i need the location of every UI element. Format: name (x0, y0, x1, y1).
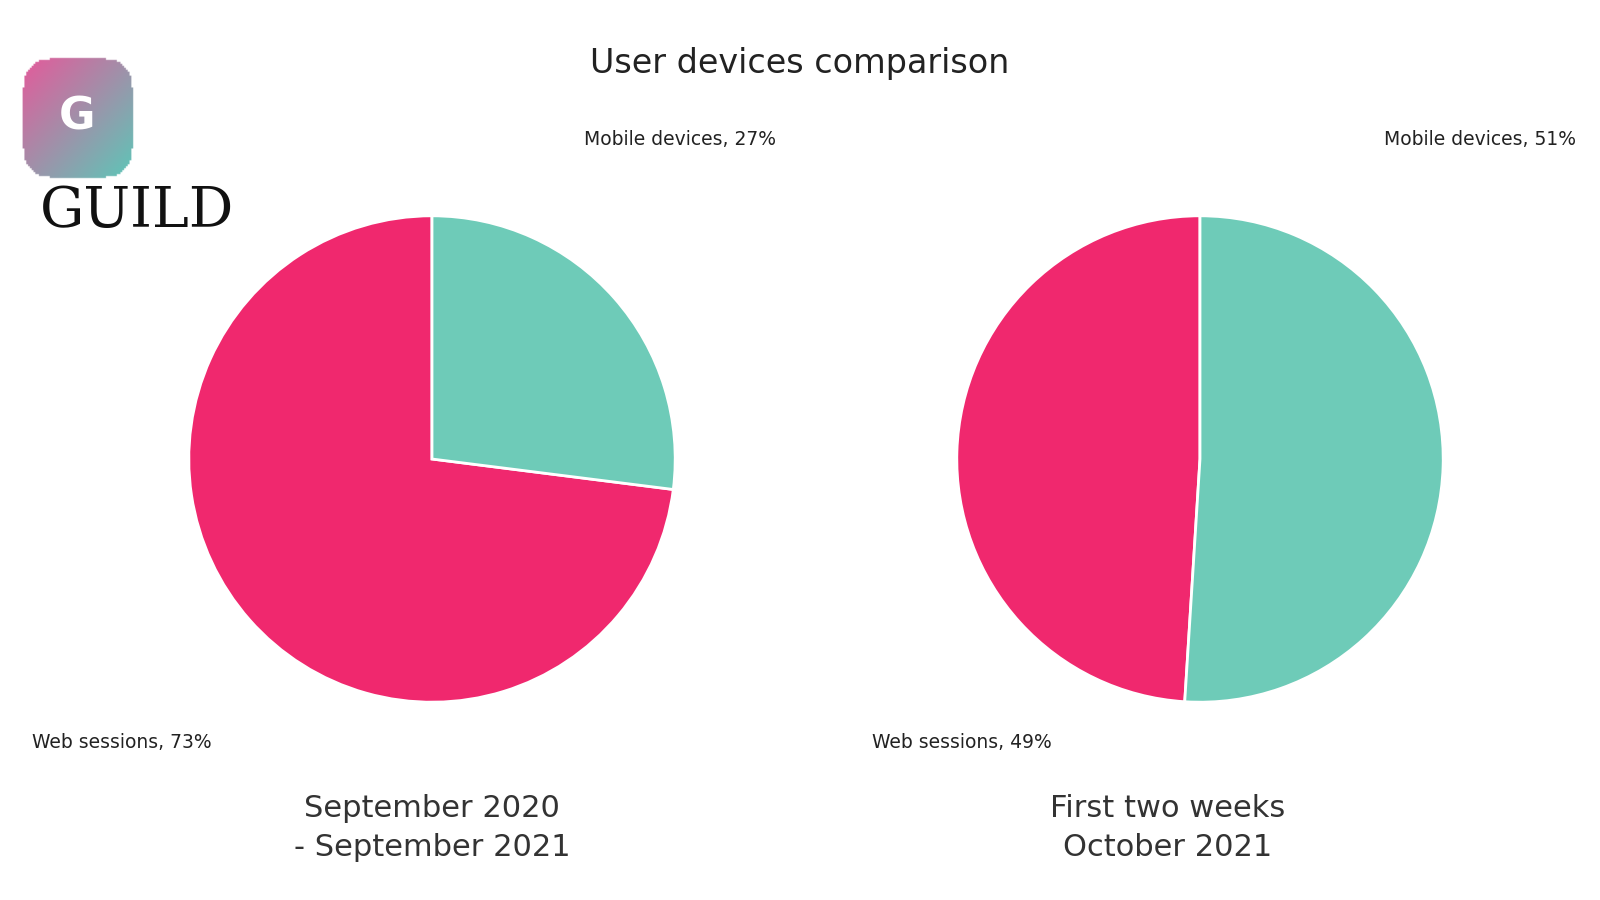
Text: Mobile devices, 27%: Mobile devices, 27% (584, 130, 776, 149)
Text: Web sessions, 49%: Web sessions, 49% (872, 733, 1051, 752)
Text: G: G (59, 95, 94, 139)
Text: September 2020
- September 2021: September 2020 - September 2021 (294, 795, 570, 861)
Text: Web sessions, 73%: Web sessions, 73% (32, 733, 211, 752)
Wedge shape (1184, 216, 1443, 702)
Text: Mobile devices, 51%: Mobile devices, 51% (1384, 130, 1576, 149)
Wedge shape (957, 216, 1200, 702)
Wedge shape (432, 216, 675, 490)
Wedge shape (189, 216, 674, 702)
Text: First two weeks
October 2021: First two weeks October 2021 (1050, 795, 1286, 861)
Text: User devices comparison: User devices comparison (590, 47, 1010, 79)
Text: GUILD: GUILD (40, 184, 234, 239)
